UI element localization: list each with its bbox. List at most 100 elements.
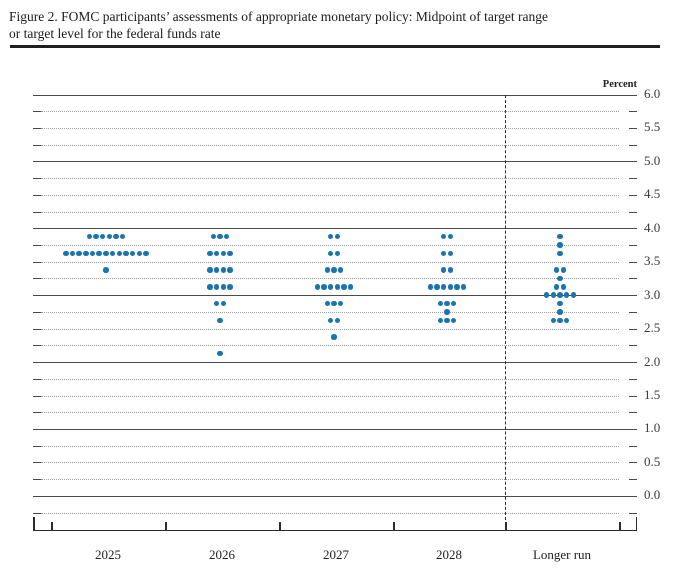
participant-dot	[93, 233, 99, 240]
participant-dot	[440, 250, 447, 257]
y-axis-label: 6.0	[644, 86, 661, 101]
gridline-left-tick	[33, 479, 41, 481]
participant-dot	[334, 317, 341, 323]
x-axis-label: 2028	[436, 547, 462, 562]
dot-row	[207, 267, 233, 273]
participant-dot	[324, 267, 331, 273]
participant-dot	[213, 300, 220, 307]
participant-dot	[557, 242, 563, 248]
dot-row	[557, 275, 563, 282]
gridline-left-tick	[33, 412, 41, 414]
dot-row	[557, 300, 563, 307]
participant-dot	[557, 250, 563, 257]
x-axis-label: 2027	[323, 547, 349, 562]
gridline-left-tick	[33, 211, 41, 213]
y-axis-label: 4.5	[644, 186, 661, 202]
participant-dot	[103, 267, 109, 273]
y-axis-label: 5.0	[644, 152, 661, 168]
gridline-right-tick	[629, 479, 637, 481]
dot-row	[327, 250, 341, 257]
gridline-left-tick	[33, 445, 41, 447]
participant-dot	[437, 317, 444, 323]
gridline-minor	[41, 412, 619, 414]
gridline-minor	[41, 328, 619, 330]
x-axis-line	[33, 530, 637, 531]
dot-row	[207, 284, 233, 290]
gridline-minor	[41, 462, 619, 464]
dot-row	[213, 300, 227, 307]
participant-dot	[96, 250, 102, 257]
participant-dot	[563, 317, 570, 323]
dot-row	[327, 317, 341, 323]
dot-row	[440, 250, 454, 257]
participant-dot	[207, 284, 213, 290]
participant-dot	[220, 250, 227, 257]
gridline-minor	[41, 178, 619, 180]
participant-dot	[217, 317, 223, 323]
dot-row	[440, 233, 454, 240]
gridline-major	[33, 161, 637, 163]
participant-dot	[220, 284, 227, 290]
dot-row	[217, 317, 223, 323]
participant-dot	[347, 284, 354, 290]
participant-dot	[334, 233, 341, 240]
participant-dot	[553, 284, 560, 290]
gridline-minor	[41, 512, 619, 514]
dot-row	[427, 284, 467, 290]
participant-dot	[119, 233, 126, 240]
participant-dot	[220, 267, 227, 273]
x-axis-tick	[393, 522, 395, 530]
participant-dot	[324, 300, 331, 307]
x-axis-end-cap	[635, 517, 637, 530]
y-axis-label: 5.5	[644, 119, 661, 135]
y-axis-label: 3.0	[644, 286, 661, 302]
participant-dot	[123, 250, 129, 257]
participant-dot	[321, 284, 327, 290]
participant-dot	[109, 250, 116, 257]
participant-dot	[450, 317, 457, 323]
x-axis-tick	[505, 522, 507, 530]
figure-title-line1: Figure 2. FOMC participants’ assessments…	[9, 9, 549, 24]
gridline-left-tick	[33, 278, 41, 280]
participant-dot	[327, 250, 334, 257]
participant-dot	[341, 284, 347, 290]
dot-row	[440, 267, 454, 273]
participant-dot	[444, 317, 450, 323]
gridline-right-tick	[629, 328, 637, 330]
gridline-major	[33, 94, 637, 96]
gridline-minor	[41, 395, 619, 397]
y-axis-label: 2.5	[644, 320, 661, 336]
participant-dot	[550, 292, 557, 298]
x-axis-label: 2025	[95, 547, 121, 562]
y-axis-label: 3.5	[644, 253, 661, 269]
gridline-major	[33, 495, 637, 497]
participant-dot	[450, 300, 457, 307]
participant-dot	[129, 250, 136, 257]
x-axis-tick	[51, 522, 53, 530]
dot-row	[327, 233, 341, 240]
participant-dot	[440, 233, 447, 240]
participant-dot	[103, 250, 109, 257]
gridline-major	[33, 428, 637, 430]
gridline-major	[33, 295, 637, 297]
dot-row	[437, 317, 457, 323]
participant-dot	[116, 250, 122, 257]
dot-row	[63, 250, 149, 257]
gridline-minor	[41, 261, 619, 263]
gridline-right-tick	[629, 127, 637, 129]
dot-row	[103, 267, 109, 273]
y-axis-label: 1.0	[644, 420, 661, 436]
gridline-left-tick	[33, 395, 41, 397]
gridline-right-tick	[629, 462, 637, 464]
participant-dot	[227, 284, 233, 290]
gridline-minor	[41, 194, 619, 196]
gridline-right-tick	[629, 512, 637, 514]
dot-row	[324, 267, 344, 273]
participant-dot	[227, 267, 233, 273]
y-axis-label: 0.0	[644, 487, 661, 503]
dot-row	[557, 250, 563, 257]
dot-row	[210, 233, 230, 240]
dot-row	[217, 350, 223, 357]
participant-dot	[427, 284, 433, 290]
gridline-left-tick	[33, 311, 41, 313]
